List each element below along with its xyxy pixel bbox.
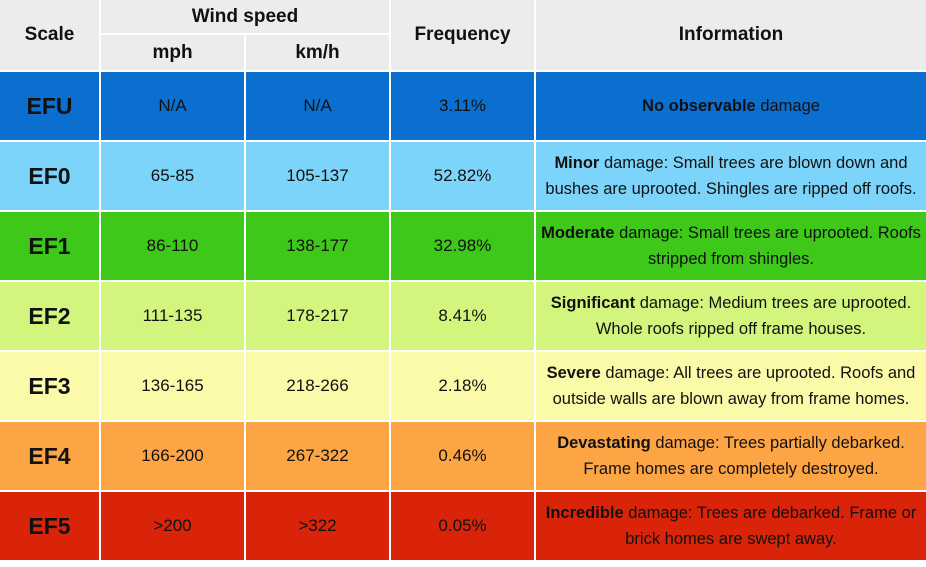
information-cell: Incredible damage: Trees are debarked. F… bbox=[536, 492, 926, 560]
damage-level: Severe bbox=[546, 364, 601, 382]
kmh-cell: N/A bbox=[246, 72, 389, 140]
information-cell: Significant damage: Medium trees are upr… bbox=[536, 282, 926, 350]
information-cell: Minor damage: Small trees are blown down… bbox=[536, 142, 926, 210]
frequency-cell: 0.05% bbox=[391, 492, 534, 560]
damage-description: damage: Trees are debarked. Frame or bri… bbox=[623, 504, 917, 548]
scale-cell: EF2 bbox=[0, 282, 99, 350]
scale-cell: EF5 bbox=[0, 492, 99, 560]
scale-cell: EF1 bbox=[0, 212, 99, 280]
damage-description: damage: All trees are uprooted. Roofs an… bbox=[552, 364, 916, 408]
scale-cell: EFU bbox=[0, 72, 99, 140]
information-cell: Moderate damage: Small trees are uproote… bbox=[536, 212, 926, 280]
mph-cell: 65-85 bbox=[101, 142, 244, 210]
scale-cell: EF4 bbox=[0, 422, 99, 490]
mph-cell: >200 bbox=[101, 492, 244, 560]
damage-description: damage bbox=[755, 97, 820, 115]
damage-level: Minor bbox=[554, 154, 600, 172]
header-frequency: Frequency bbox=[391, 0, 534, 70]
header-wind-speed: Wind speed bbox=[101, 0, 389, 33]
damage-level: No observable bbox=[642, 97, 756, 115]
damage-description: damage: Trees partially debarked. Frame … bbox=[583, 434, 905, 478]
damage-description: damage: Small trees are uprooted. Roofs … bbox=[614, 224, 921, 268]
mph-cell: 86-110 bbox=[101, 212, 244, 280]
damage-level: Devastating bbox=[557, 434, 651, 452]
frequency-cell: 0.46% bbox=[391, 422, 534, 490]
damage-level: Significant bbox=[550, 294, 636, 312]
frequency-cell: 32.98% bbox=[391, 212, 534, 280]
kmh-cell: 178-217 bbox=[246, 282, 389, 350]
header-kmh: km/h bbox=[246, 35, 389, 70]
header-information: Information bbox=[536, 0, 926, 70]
information-text: Significant damage: Medium trees are upr… bbox=[540, 290, 922, 342]
information-cell: Severe damage: All trees are uprooted. R… bbox=[536, 352, 926, 420]
frequency-cell: 52.82% bbox=[391, 142, 534, 210]
kmh-cell: >322 bbox=[246, 492, 389, 560]
information-cell: No observable damage bbox=[536, 72, 926, 140]
frequency-cell: 8.41% bbox=[391, 282, 534, 350]
scale-cell: EF0 bbox=[0, 142, 99, 210]
scale-cell: EF3 bbox=[0, 352, 99, 420]
damage-level: Moderate bbox=[541, 224, 615, 242]
information-cell: Devastating damage: Trees partially deba… bbox=[536, 422, 926, 490]
frequency-cell: 3.11% bbox=[391, 72, 534, 140]
information-text: Moderate damage: Small trees are uproote… bbox=[540, 220, 922, 272]
mph-cell: 166-200 bbox=[101, 422, 244, 490]
mph-cell: 111-135 bbox=[101, 282, 244, 350]
kmh-cell: 138-177 bbox=[246, 212, 389, 280]
information-text: Severe damage: All trees are uprooted. R… bbox=[540, 360, 922, 412]
damage-description: damage: Medium trees are uprooted. Whole… bbox=[595, 294, 912, 338]
frequency-cell: 2.18% bbox=[391, 352, 534, 420]
damage-description: damage: Small trees are blown down and b… bbox=[545, 154, 917, 198]
header-mph: mph bbox=[101, 35, 244, 70]
header-scale: Scale bbox=[0, 0, 99, 70]
information-text: Minor damage: Small trees are blown down… bbox=[540, 150, 922, 202]
kmh-cell: 105-137 bbox=[246, 142, 389, 210]
kmh-cell: 267-322 bbox=[246, 422, 389, 490]
kmh-cell: 218-266 bbox=[246, 352, 389, 420]
information-text: Incredible damage: Trees are debarked. F… bbox=[540, 500, 922, 552]
mph-cell: N/A bbox=[101, 72, 244, 140]
information-text: Devastating damage: Trees partially deba… bbox=[540, 430, 922, 482]
information-text: No observable damage bbox=[642, 93, 820, 119]
mph-cell: 136-165 bbox=[101, 352, 244, 420]
damage-level: Incredible bbox=[545, 504, 624, 522]
